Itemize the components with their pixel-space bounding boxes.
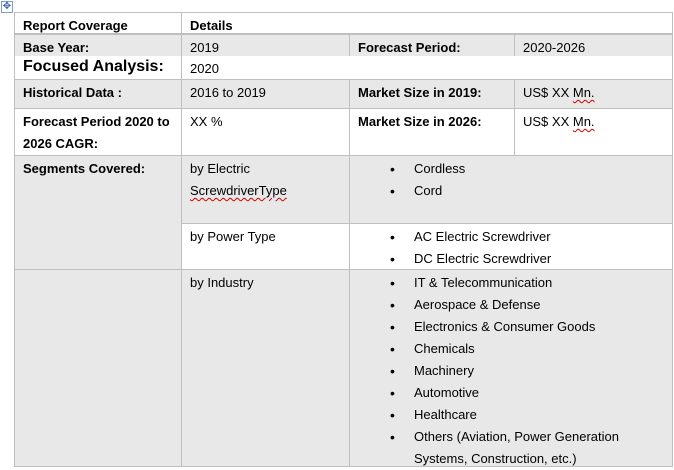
list-item: Cordless — [358, 158, 665, 180]
market-size-2019-amount: US$ XX — [523, 85, 573, 100]
focused-analysis-label: Focused Analysis: — [14, 56, 181, 79]
market-size-2026-label: Market Size in 2026: — [349, 108, 514, 155]
forecast-period-value: 2020-2026 — [514, 34, 673, 56]
segment-name-line1: by Electric — [190, 161, 250, 176]
market-size-2026-unit: Mn. — [572, 114, 595, 129]
list-item: Others (Aviation, Power Generation Syste… — [358, 426, 665, 470]
base-year-value: 2019 — [181, 34, 349, 56]
table-move-handle-icon[interactable]: ✥ — [1, 1, 13, 13]
segments-empty-cell — [14, 269, 181, 467]
segment-industry-name: by Industry — [181, 269, 349, 467]
segment-power-type-items: AC Electric Screwdriver DC Electric Scre… — [349, 223, 673, 270]
forecast-period-label: Forecast Period: — [349, 34, 514, 56]
header-details: Details — [181, 12, 673, 34]
list-item: Healthcare — [358, 404, 665, 426]
market-size-2019-value: US$ XX Mn. — [514, 79, 673, 108]
focused-analysis-value: 2020 — [181, 56, 673, 79]
list-item: Machinery — [358, 360, 665, 382]
header-report-coverage: Report Coverage — [14, 12, 181, 34]
base-year-label: Base Year: — [14, 34, 181, 56]
market-size-2026-value: US$ XX Mn. — [514, 108, 673, 155]
segment-name-line2: ScrewdriverType — [190, 183, 287, 198]
list-item: DC Electric Screwdriver — [358, 248, 665, 270]
segment-electric-type-items: Cordless Cord — [349, 155, 673, 223]
historical-data-value: 2016 to 2019 — [181, 79, 349, 108]
segment-industry-items: IT & Telecommunication Aerospace & Defen… — [349, 269, 673, 467]
segment-power-type-name: by Power Type — [181, 223, 349, 269]
market-size-2019-label: Market Size in 2019: — [349, 79, 514, 108]
list-item: Cord — [358, 180, 665, 202]
list-item: Electronics & Consumer Goods — [358, 316, 665, 338]
list-item: Aerospace & Defense — [358, 294, 665, 316]
list-item: Automotive — [358, 382, 665, 404]
historical-data-label: Historical Data : — [14, 79, 181, 108]
market-size-2019-unit: Mn. — [572, 85, 595, 100]
segments-covered-label: Segments Covered: — [14, 155, 181, 269]
forecast-cagr-label: Forecast Period 2020 to 2026 CAGR: — [14, 108, 181, 155]
forecast-cagr-value: XX % — [181, 108, 349, 155]
market-size-2026-amount: US$ XX — [523, 114, 573, 129]
list-item: Chemicals — [358, 338, 665, 360]
list-item: IT & Telecommunication — [358, 272, 665, 294]
segment-electric-type-name: by Electric ScrewdriverType — [181, 155, 349, 223]
list-item: AC Electric Screwdriver — [358, 226, 665, 248]
